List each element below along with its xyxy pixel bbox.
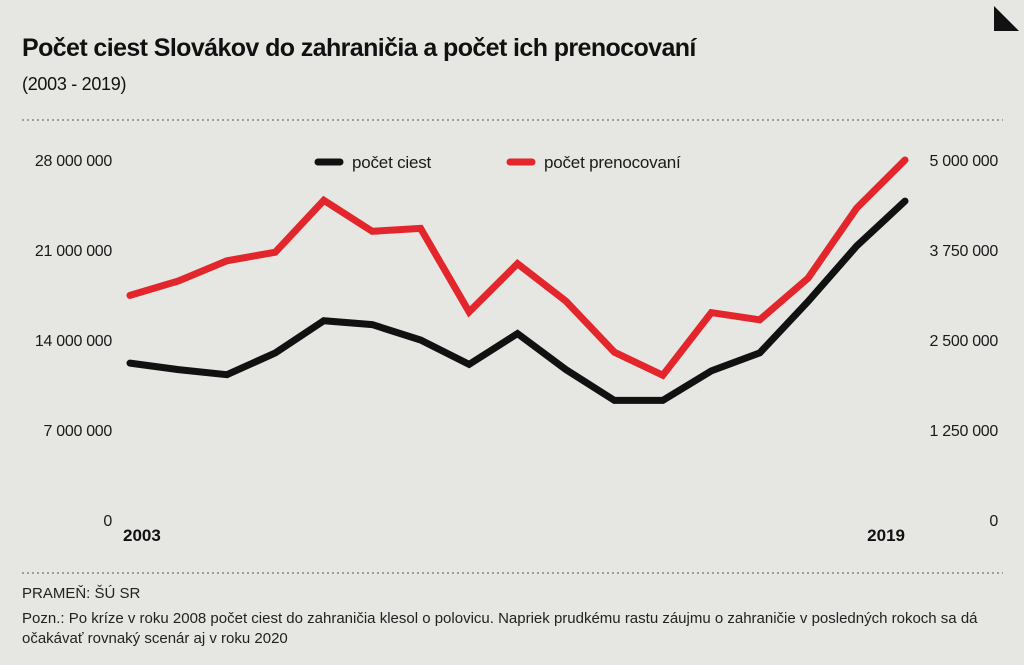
chart-area: 0 7 000 000 14 000 000 21 000 000 28 000 000…: [22, 119, 1003, 574]
corner-triangle-icon: [994, 6, 1019, 31]
y-right-tick-label: 0: [989, 513, 998, 530]
y-right-tick-label: 5 000 000: [930, 153, 999, 170]
y-right-tick-label: 3 750 000: [930, 243, 999, 260]
y-left-tick-label: 7 000 000: [44, 423, 113, 440]
x-tick-label: 2003: [123, 526, 161, 545]
y-left-tick-label: 14 000 000: [35, 333, 112, 350]
legend-label: počet ciest: [352, 153, 432, 172]
y-axis-left: 0 7 000 000 14 000 000 21 000 000 28 000 000: [35, 153, 113, 530]
legend: počet ciest počet prenocovaní: [314, 153, 681, 172]
x-axis: 2003 2019: [123, 526, 905, 545]
chart-title: Počet ciest Slovákov do zahraničia a poč…: [22, 34, 696, 62]
y-axis-right: 0 1 250 000 2 500 000 3 750 000 5 000 000: [930, 153, 999, 530]
legend-label: počet prenocovaní: [544, 153, 681, 172]
y-right-tick-label: 2 500 000: [930, 333, 999, 350]
y-right-tick-label: 1 250 000: [930, 423, 999, 440]
series-layer: [126, 156, 909, 404]
chart-subtitle: (2003 - 2019): [22, 74, 127, 94]
y-left-tick-label: 0: [103, 513, 112, 530]
y-left-tick-label: 21 000 000: [35, 243, 112, 260]
x-tick-label: 2019: [867, 526, 905, 545]
source-note: PRAMEŇ: ŠÚ SR: [22, 585, 141, 602]
series-line-cesty: [126, 197, 909, 404]
y-left-tick-label: 28 000 000: [35, 153, 112, 170]
series-line-prenocovania: [126, 156, 909, 380]
footnote: Pozn.: Po kríze v roku 2008 počet ciest …: [22, 610, 978, 647]
